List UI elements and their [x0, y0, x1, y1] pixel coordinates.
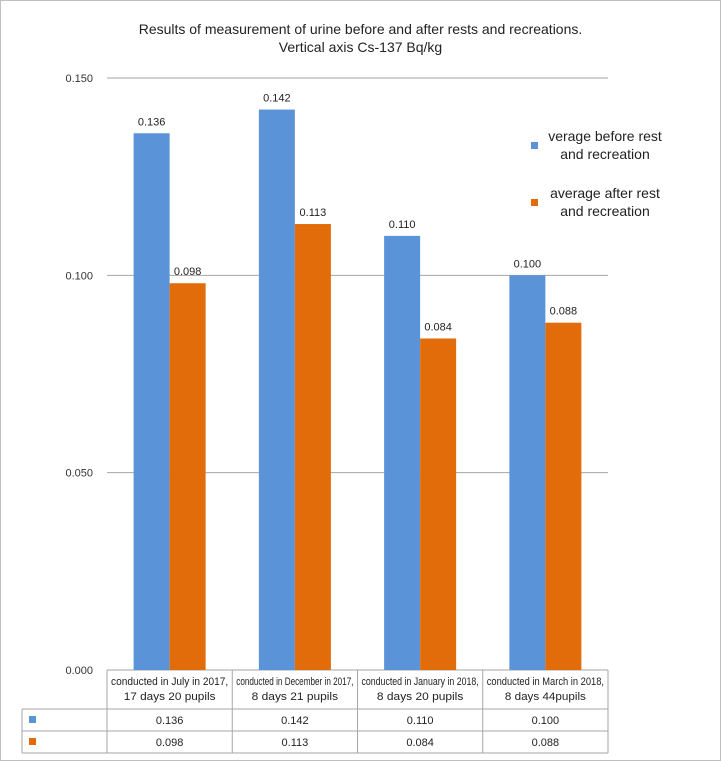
x-tick-label: 8 days 20 pupils	[377, 691, 464, 703]
data-label: 0.088	[550, 306, 578, 318]
x-tick-label: conducted in January in 2018,	[362, 676, 479, 688]
legend-label: and recreation	[560, 146, 650, 162]
data-label: 0.110	[389, 219, 416, 231]
bar-after	[545, 322, 582, 670]
bar-after	[294, 224, 331, 670]
data-label: 0.084	[424, 321, 452, 333]
legend-label: and recreation	[560, 203, 650, 219]
y-tick-label: 0.100	[65, 270, 93, 282]
table-legend-key	[29, 716, 36, 723]
legend-label: verage before rest	[548, 128, 662, 144]
y-tick-label: 0.050	[65, 468, 93, 480]
table-legend-key	[29, 738, 36, 745]
table-cell-value: 0.136	[156, 715, 184, 727]
data-label: 0.100	[514, 258, 542, 270]
table-cell-value: 0.088	[532, 737, 560, 749]
x-tick-label: 8 days 21 pupils	[252, 691, 339, 703]
table-cell-value: 0.110	[407, 715, 434, 727]
bar-after	[169, 283, 206, 670]
x-tick-label: conducted in July in 2017,	[111, 676, 228, 688]
x-tick-label: 17 days 20 pupils	[124, 691, 216, 703]
y-tick-label: 0.150	[65, 73, 93, 85]
data-label: 0.142	[263, 93, 291, 105]
data-label: 0.113	[300, 207, 327, 219]
data-label: 0.098	[174, 266, 202, 278]
chart-title-line-1: Results of measurement of urine before a…	[138, 21, 583, 37]
table-cell-value: 0.142	[281, 715, 309, 727]
table-cell-value: 0.084	[406, 737, 434, 749]
x-tick-label: conducted in March in 2018,	[487, 676, 604, 688]
table-cell-value: 0.100	[532, 715, 560, 727]
chart-title: Results of measurement of urine before a…	[0, 20, 721, 56]
legend-swatch	[531, 199, 538, 206]
bar-before	[258, 109, 295, 670]
legend-swatch	[531, 142, 538, 149]
legend-label: average after rest	[550, 185, 660, 201]
data-label: 0.136	[138, 116, 166, 128]
bar-before	[384, 235, 421, 670]
bar-after	[420, 338, 457, 670]
table-cell-value: 0.098	[156, 737, 184, 749]
chart-title-line-2: Vertical axis Cs-137 Bq/kg	[278, 39, 443, 55]
x-tick-label: conducted in December in 2017,	[236, 676, 353, 688]
bar-before	[509, 275, 546, 670]
table-cell-value: 0.113	[282, 737, 309, 749]
y-tick-label: 0.000	[65, 665, 93, 677]
bar-before	[133, 133, 170, 671]
x-tick-label: 8 days 44pupils	[505, 691, 587, 703]
